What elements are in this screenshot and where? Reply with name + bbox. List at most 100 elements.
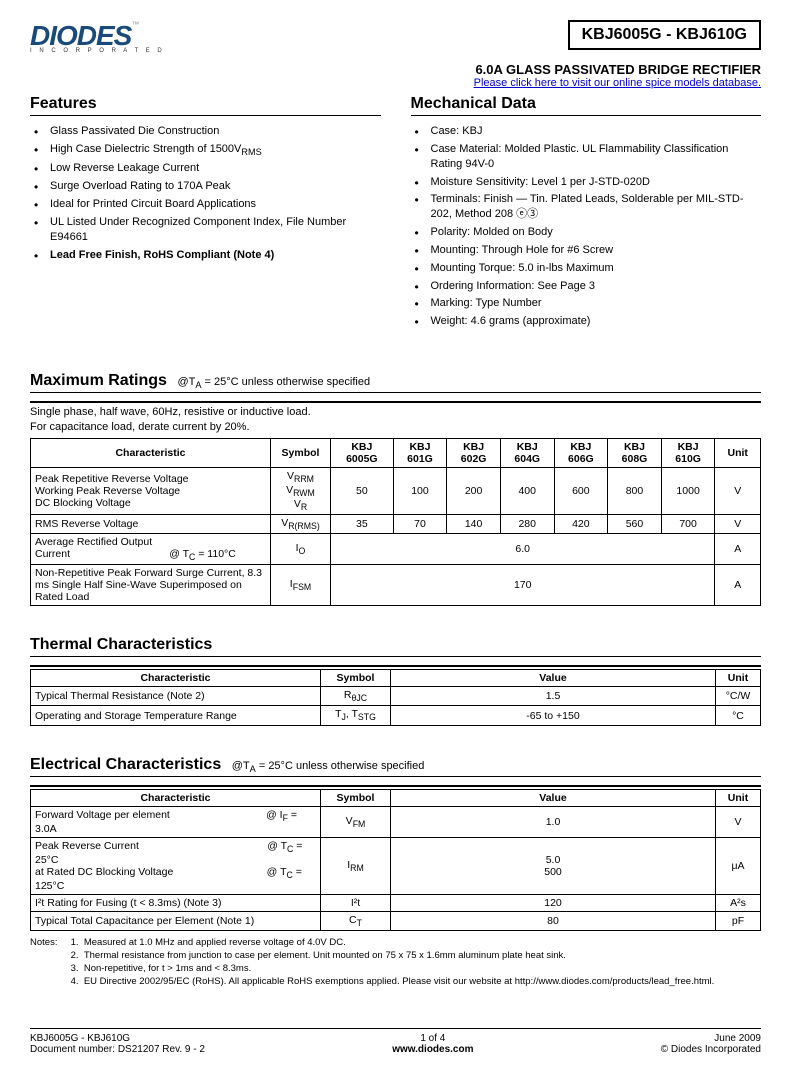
list-item: Terminals: Finish — Tin. Plated Leads, S…: [415, 192, 762, 222]
table-cell: Non-Repetitive Peak Forward Surge Curren…: [31, 565, 271, 606]
list-item: UL Listed Under Recognized Component Ind…: [34, 215, 381, 245]
list-item: High Case Dielectric Strength of 1500VRM…: [34, 142, 381, 159]
list-item: Moisture Sensitivity: Level 1 per J-STD-…: [415, 175, 762, 190]
list-item: Surge Overload Rating to 170A Peak: [34, 179, 381, 194]
table-cell: Typical Total Capacitance per Element (N…: [31, 912, 321, 931]
logo-subtitle: I N C O R P O R A T E D: [30, 48, 165, 54]
electrical-section: Electrical Characteristics @TA = 25°C un…: [30, 756, 761, 989]
footer-right: June 2009 © Diodes Incorporated: [661, 1033, 761, 1055]
table-cell: 1000: [661, 467, 715, 514]
table-cell: 140: [447, 515, 501, 534]
footer-page: 1 of 4: [392, 1033, 473, 1044]
thermal-title: Thermal Characteristics: [30, 636, 761, 657]
list-item: Lead Free Finish, RoHS Compliant (Note 4…: [34, 248, 381, 263]
list-item: Case Material: Molded Plastic. UL Flamma…: [415, 142, 762, 172]
table-cell: -65 to +150: [391, 706, 716, 725]
list-item: Marking: Type Number: [415, 296, 762, 311]
table-cell: A: [715, 565, 761, 606]
table-cell: μA: [716, 837, 761, 894]
table-cell: V: [716, 806, 761, 837]
table-cell: 200: [447, 467, 501, 514]
max-ratings-cond: @TA = 25°C unless otherwise specified: [171, 376, 370, 388]
table-cell: 6.0: [331, 534, 715, 565]
table-header: Symbol: [271, 438, 331, 467]
table-cell: 50: [331, 467, 394, 514]
electrical-title-text: Electrical Characteristics: [30, 756, 221, 773]
table-cell: A²s: [716, 895, 761, 912]
table-cell: I²t: [321, 895, 391, 912]
notes-label: Notes:: [30, 937, 68, 950]
list-item: Polarity: Molded on Body: [415, 225, 762, 240]
table-cell: IRM: [321, 837, 391, 894]
table-header: KBJ608G: [608, 438, 662, 467]
table-header: Unit: [716, 789, 761, 806]
features-title: Features: [30, 95, 381, 116]
table-cell: 560: [608, 515, 662, 534]
table-header: Characteristic: [31, 670, 321, 687]
table-cell: VR(RMS): [271, 515, 331, 534]
table-cell: Average Rectified Output Current @ TC = …: [31, 534, 271, 565]
logo-tm: ™: [131, 20, 139, 29]
footer: KBJ6005G - KBJ610G Document number: DS21…: [30, 1028, 761, 1055]
max-ratings-table: CharacteristicSymbolKBJ6005GKBJ601GKBJ60…: [30, 438, 761, 606]
table-cell: 280: [500, 515, 554, 534]
table-header: KBJ610G: [661, 438, 715, 467]
table-cell: V: [715, 467, 761, 514]
list-item: Mounting Torque: 5.0 in-lbs Maximum: [415, 261, 762, 276]
footer-center: 1 of 4 www.diodes.com: [392, 1033, 473, 1055]
table-cell: VFM: [321, 806, 391, 837]
electrical-cond: @TA = 25°C unless otherwise specified: [226, 760, 425, 772]
table-cell: 120: [391, 895, 716, 912]
table-cell: 700: [661, 515, 715, 534]
table-cell: Operating and Storage Temperature Range: [31, 706, 321, 725]
features-list: Glass Passivated Die Construction High Ca…: [30, 124, 381, 262]
table-header: Unit: [715, 438, 761, 467]
footer-doc: Document number: DS21207 Rev. 9 - 2: [30, 1044, 205, 1055]
table-header: KBJ601G: [393, 438, 447, 467]
table-header: Characteristic: [31, 789, 321, 806]
max-ratings-section: Maximum Ratings @TA = 25°C unless otherw…: [30, 372, 761, 606]
max-ratings-title: Maximum Ratings @TA = 25°C unless otherw…: [30, 372, 761, 393]
mechanical-title: Mechanical Data: [411, 95, 762, 116]
thermal-section: Thermal Characteristics CharacteristicSy…: [30, 636, 761, 725]
logo: DIODES™ I N C O R P O R A T E D: [30, 20, 165, 54]
table-cell: 600: [554, 467, 608, 514]
table-cell: 1.0: [391, 806, 716, 837]
thermal-table: CharacteristicSymbolValueUnitTypical The…: [30, 669, 761, 725]
table-cell: RθJC: [321, 687, 391, 706]
table-header: Symbol: [321, 789, 391, 806]
list-item: Glass Passivated Die Construction: [34, 124, 381, 139]
spice-link[interactable]: Please click here to visit our online sp…: [30, 77, 761, 89]
max-ratings-title-text: Maximum Ratings: [30, 372, 167, 389]
footer-url: www.diodes.com: [392, 1044, 473, 1055]
table-header: KBJ6005G: [331, 438, 394, 467]
table-cell: Forward Voltage per element @ IF = 3.0A: [31, 806, 321, 837]
table-cell: IFSM: [271, 565, 331, 606]
table-cell: 420: [554, 515, 608, 534]
table-cell: TJ, TSTG: [321, 706, 391, 725]
table-cell: pF: [716, 912, 761, 931]
table-cell: 800: [608, 467, 662, 514]
table-header: KBJ606G: [554, 438, 608, 467]
table-header: Unit: [716, 670, 761, 687]
max-ratings-note: Single phase, half wave, 60Hz, resistive…: [30, 405, 761, 434]
list-item: Case: KBJ: [415, 124, 762, 139]
table-cell: Typical Thermal Resistance (Note 2): [31, 687, 321, 706]
features-section: Features Glass Passivated Die Constructi…: [30, 95, 381, 332]
footer-copyright: © Diodes Incorporated: [661, 1044, 761, 1055]
list-item: Weight: 4.6 grams (approximate): [415, 314, 762, 329]
table-cell: Peak Repetitive Reverse VoltageWorking P…: [31, 467, 271, 514]
list-item: Ideal for Printed Circuit Board Applicat…: [34, 197, 381, 212]
table-cell: Peak Reverse Current @ TC = 25°Cat Rated…: [31, 837, 321, 894]
table-cell: VRRMVRWMVR: [271, 467, 331, 514]
table-cell: °C: [716, 706, 761, 725]
footer-part: KBJ6005G - KBJ610G: [30, 1033, 205, 1044]
mechanical-list: Case: KBJ Case Material: Molded Plastic. …: [411, 124, 762, 329]
footer-date: June 2009: [661, 1033, 761, 1044]
list-item: Mounting: Through Hole for #6 Screw: [415, 243, 762, 258]
logo-text: DIODES: [30, 20, 131, 51]
electrical-table: CharacteristicSymbolValueUnitForward Vol…: [30, 789, 761, 931]
table-cell: 100: [393, 467, 447, 514]
table-header: KBJ602G: [447, 438, 501, 467]
product-subtitle: 6.0A GLASS PASSIVATED BRIDGE RECTIFIER: [30, 62, 761, 77]
